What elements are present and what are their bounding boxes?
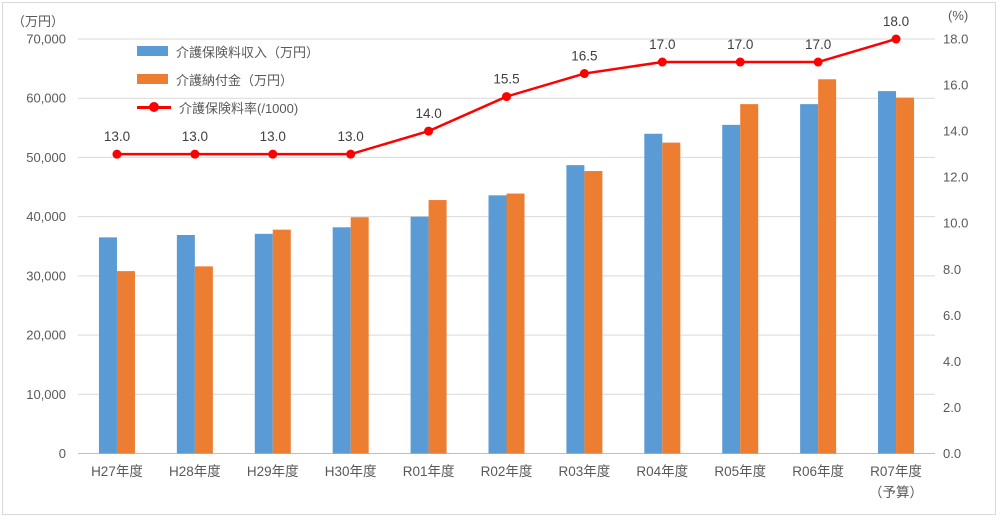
left-tick-label: 70,000 bbox=[26, 32, 66, 47]
category-label: H29年度 bbox=[247, 464, 299, 479]
legend-item-rate: 介護保険料率(/1000) bbox=[137, 97, 319, 117]
rate-marker bbox=[813, 57, 823, 67]
rate-data-label: 13.0 bbox=[104, 129, 130, 144]
legend: 介護保険料収入（万円） 介護納付金（万円） 介護保険料率(/1000) bbox=[137, 41, 319, 125]
rate-marker bbox=[657, 57, 667, 67]
bar-insurance-income bbox=[566, 165, 585, 454]
left-axis-unit: （万円） bbox=[11, 14, 64, 29]
category-note: （予算） bbox=[869, 485, 923, 500]
category-label: R05年度 bbox=[714, 464, 766, 479]
bar-payment bbox=[584, 171, 603, 454]
legend-label-income: 介護保険料収入（万円） bbox=[176, 44, 320, 60]
rate-data-label: 16.5 bbox=[571, 49, 597, 64]
rate-data-label: 13.0 bbox=[338, 129, 364, 144]
bar-insurance-income bbox=[722, 124, 741, 454]
bar-payment bbox=[740, 104, 759, 454]
bar-insurance-income bbox=[410, 216, 429, 454]
right-tick-label: 16.0 bbox=[943, 78, 968, 93]
legend-label-payment: 介護納付金（万円） bbox=[176, 72, 294, 88]
bar-insurance-income bbox=[878, 91, 897, 454]
rate-marker bbox=[268, 149, 278, 159]
rate-marker bbox=[190, 149, 200, 159]
right-tick-label: 0.0 bbox=[943, 446, 961, 461]
category-label: H28年度 bbox=[169, 464, 221, 479]
bar-payment bbox=[506, 193, 525, 454]
bar-insurance-income bbox=[176, 234, 195, 454]
category-label: R01年度 bbox=[403, 464, 455, 479]
left-tick-label: 50,000 bbox=[26, 150, 66, 165]
rate-marker bbox=[346, 149, 356, 159]
category-label: H27年度 bbox=[91, 464, 143, 479]
right-tick-label: 12.0 bbox=[943, 170, 968, 185]
bar-insurance-income bbox=[254, 233, 273, 454]
rate-data-label: 17.0 bbox=[727, 37, 753, 52]
rate-data-label: 17.0 bbox=[805, 37, 831, 52]
right-axis-unit: (%) bbox=[948, 8, 969, 23]
rate-line-marker-icon bbox=[149, 102, 159, 112]
left-tick-label: 30,000 bbox=[26, 268, 66, 283]
right-tick-label: 10.0 bbox=[943, 216, 968, 231]
right-tick-label: 18.0 bbox=[943, 32, 968, 47]
right-tick-label: 2.0 bbox=[943, 400, 961, 415]
left-tick-label: 40,000 bbox=[26, 209, 66, 224]
rate-marker bbox=[502, 92, 511, 102]
right-tick-label: 8.0 bbox=[943, 262, 961, 277]
bar-payment bbox=[818, 79, 837, 454]
bar-payment bbox=[662, 142, 681, 454]
bar-insurance-income bbox=[98, 237, 117, 454]
rate-line-swatch bbox=[137, 102, 171, 112]
rate-marker bbox=[579, 69, 589, 79]
legend-item-payment: 介護納付金（万円） bbox=[137, 69, 319, 89]
bar-insurance-income bbox=[644, 133, 663, 454]
rate-marker bbox=[424, 126, 434, 136]
rate-data-label: 14.0 bbox=[415, 106, 441, 121]
bar-payment bbox=[116, 271, 135, 454]
rate-marker bbox=[891, 34, 901, 44]
legend-item-insurance-income: 介護保険料収入（万円） bbox=[137, 41, 319, 61]
category-label: R07年度 bbox=[870, 464, 922, 479]
category-label: R02年度 bbox=[481, 464, 533, 479]
income-series-swatch bbox=[137, 46, 168, 56]
rate-data-label: 13.0 bbox=[260, 129, 286, 144]
left-tick-label: 20,000 bbox=[26, 328, 66, 343]
bar-insurance-income bbox=[488, 195, 507, 454]
left-tick-label: 0 bbox=[59, 446, 66, 461]
rate-data-label: 17.0 bbox=[649, 37, 675, 52]
left-tick-label: 10,000 bbox=[26, 387, 66, 402]
category-label: H30年度 bbox=[325, 464, 377, 479]
category-label: R06年度 bbox=[792, 464, 844, 479]
rate-data-label: 13.0 bbox=[182, 129, 208, 144]
bar-payment bbox=[272, 229, 291, 454]
bar-payment bbox=[896, 97, 915, 454]
right-tick-label: 6.0 bbox=[943, 308, 961, 323]
bar-payment bbox=[428, 200, 447, 454]
right-tick-label: 4.0 bbox=[943, 354, 961, 369]
bar-insurance-income bbox=[332, 227, 351, 454]
category-label: R03年度 bbox=[559, 464, 611, 479]
right-tick-label: 14.0 bbox=[943, 124, 968, 139]
left-tick-label: 60,000 bbox=[26, 91, 66, 106]
rate-marker bbox=[112, 149, 122, 159]
bar-payment bbox=[194, 266, 213, 454]
bar-payment bbox=[350, 217, 369, 454]
rate-data-label: 15.5 bbox=[493, 72, 519, 87]
payment-series-swatch bbox=[137, 74, 168, 84]
bar-insurance-income bbox=[800, 104, 819, 454]
legend-label-rate: 介護保険料率(/1000) bbox=[179, 100, 299, 116]
category-label: R04年度 bbox=[636, 464, 688, 479]
rate-data-label: 18.0 bbox=[883, 14, 909, 29]
rate-marker bbox=[735, 57, 745, 67]
